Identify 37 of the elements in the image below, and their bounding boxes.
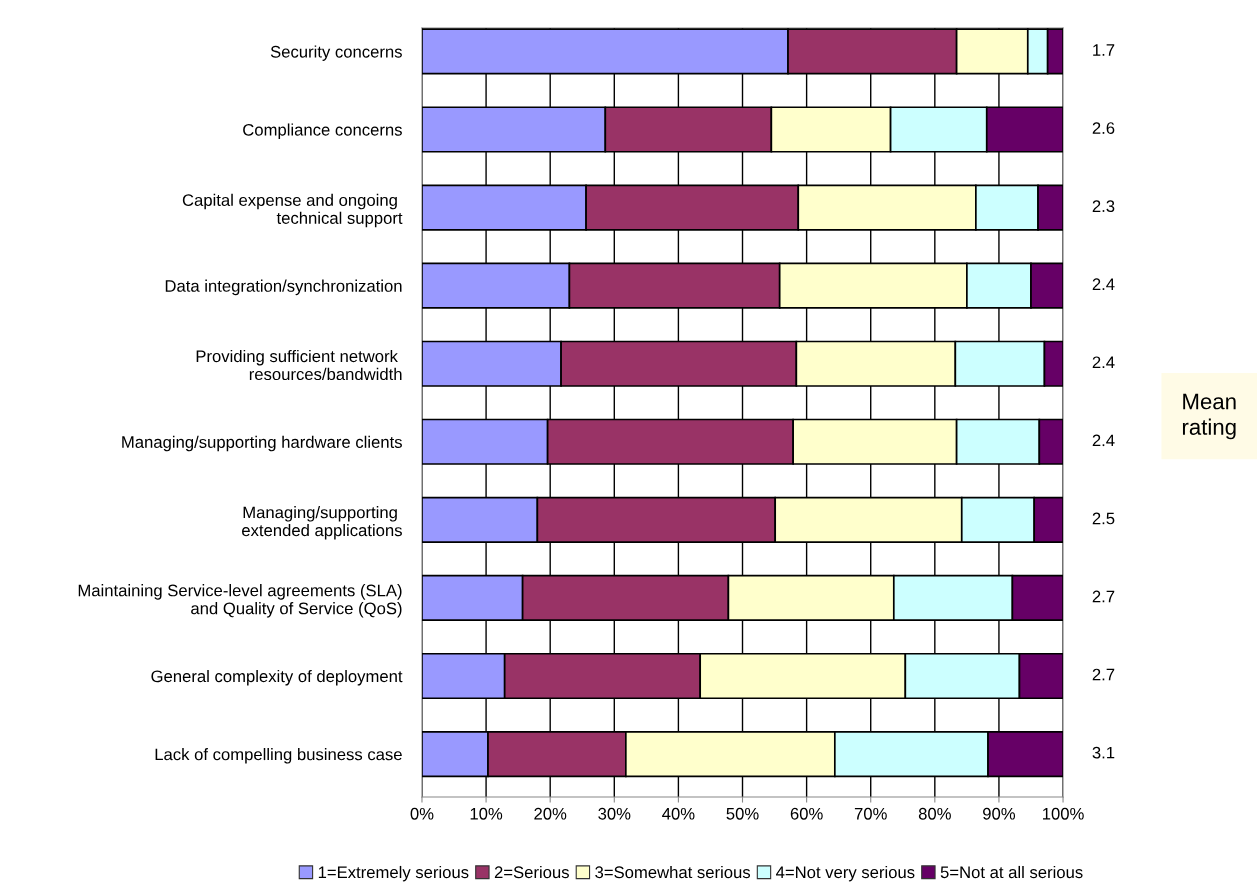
y-tick-label: General complexity of deployment <box>151 669 403 686</box>
y-tick-label: Managing/supporting hardware clients <box>122 435 402 452</box>
x-tick-label: 60% <box>790 807 823 820</box>
y-tick-label: Providing sufficient network resources/bandwidth <box>196 349 402 381</box>
text: 2.4 <box>1092 356 1115 369</box>
x-tick-label: 30% <box>598 807 631 820</box>
text: 2.4 <box>1092 278 1115 290</box>
text: 2.7 <box>1092 590 1115 603</box>
text: 2.5 <box>1092 512 1115 525</box>
y-tick-label: Lack of compelling business case <box>155 748 402 764</box>
y-tick-label: Security concerns <box>270 45 402 61</box>
x-tick-label: 0% <box>410 807 434 820</box>
legend-label: 2=Serious <box>494 865 569 879</box>
y-tick-label: Maintaining Service-level agreements (SLA) and Quality of Service (QoS) <box>78 584 402 618</box>
text: 2.7 <box>1092 668 1115 681</box>
text: 3.1 <box>1092 746 1115 759</box>
text: 1.7 <box>1093 44 1115 56</box>
text: 2.4 <box>1092 434 1115 447</box>
y-tick-label: Managing/supporting extended applications <box>242 506 402 540</box>
y-tick-label: Data integration/synchronization <box>165 279 402 296</box>
x-tick-label: 10% <box>470 807 503 820</box>
x-tick-label: 40% <box>662 807 695 820</box>
text: 2.3 <box>1092 200 1115 213</box>
legend-label: 4=Not very serious <box>776 865 915 882</box>
legend-label: 3=Somewhat serious <box>595 865 751 879</box>
y-tick-label: Capital expense and ongoing technical support <box>182 193 403 228</box>
x-tick-label: 100% <box>1043 807 1084 820</box>
x-tick-label: 80% <box>918 807 951 820</box>
text: 2.6 <box>1092 122 1115 134</box>
legend-label: 1=Extremely serious <box>318 865 469 882</box>
x-tick-label: 70% <box>854 807 887 820</box>
text: Mean rating <box>1182 393 1236 440</box>
x-tick-label: 50% <box>726 807 759 820</box>
legend-label: 5=Not at all serious <box>940 865 1083 879</box>
x-tick-label: 90% <box>983 807 1016 820</box>
x-tick-label: 20% <box>534 807 567 820</box>
y-tick-label: Compliance concerns <box>243 123 402 139</box>
